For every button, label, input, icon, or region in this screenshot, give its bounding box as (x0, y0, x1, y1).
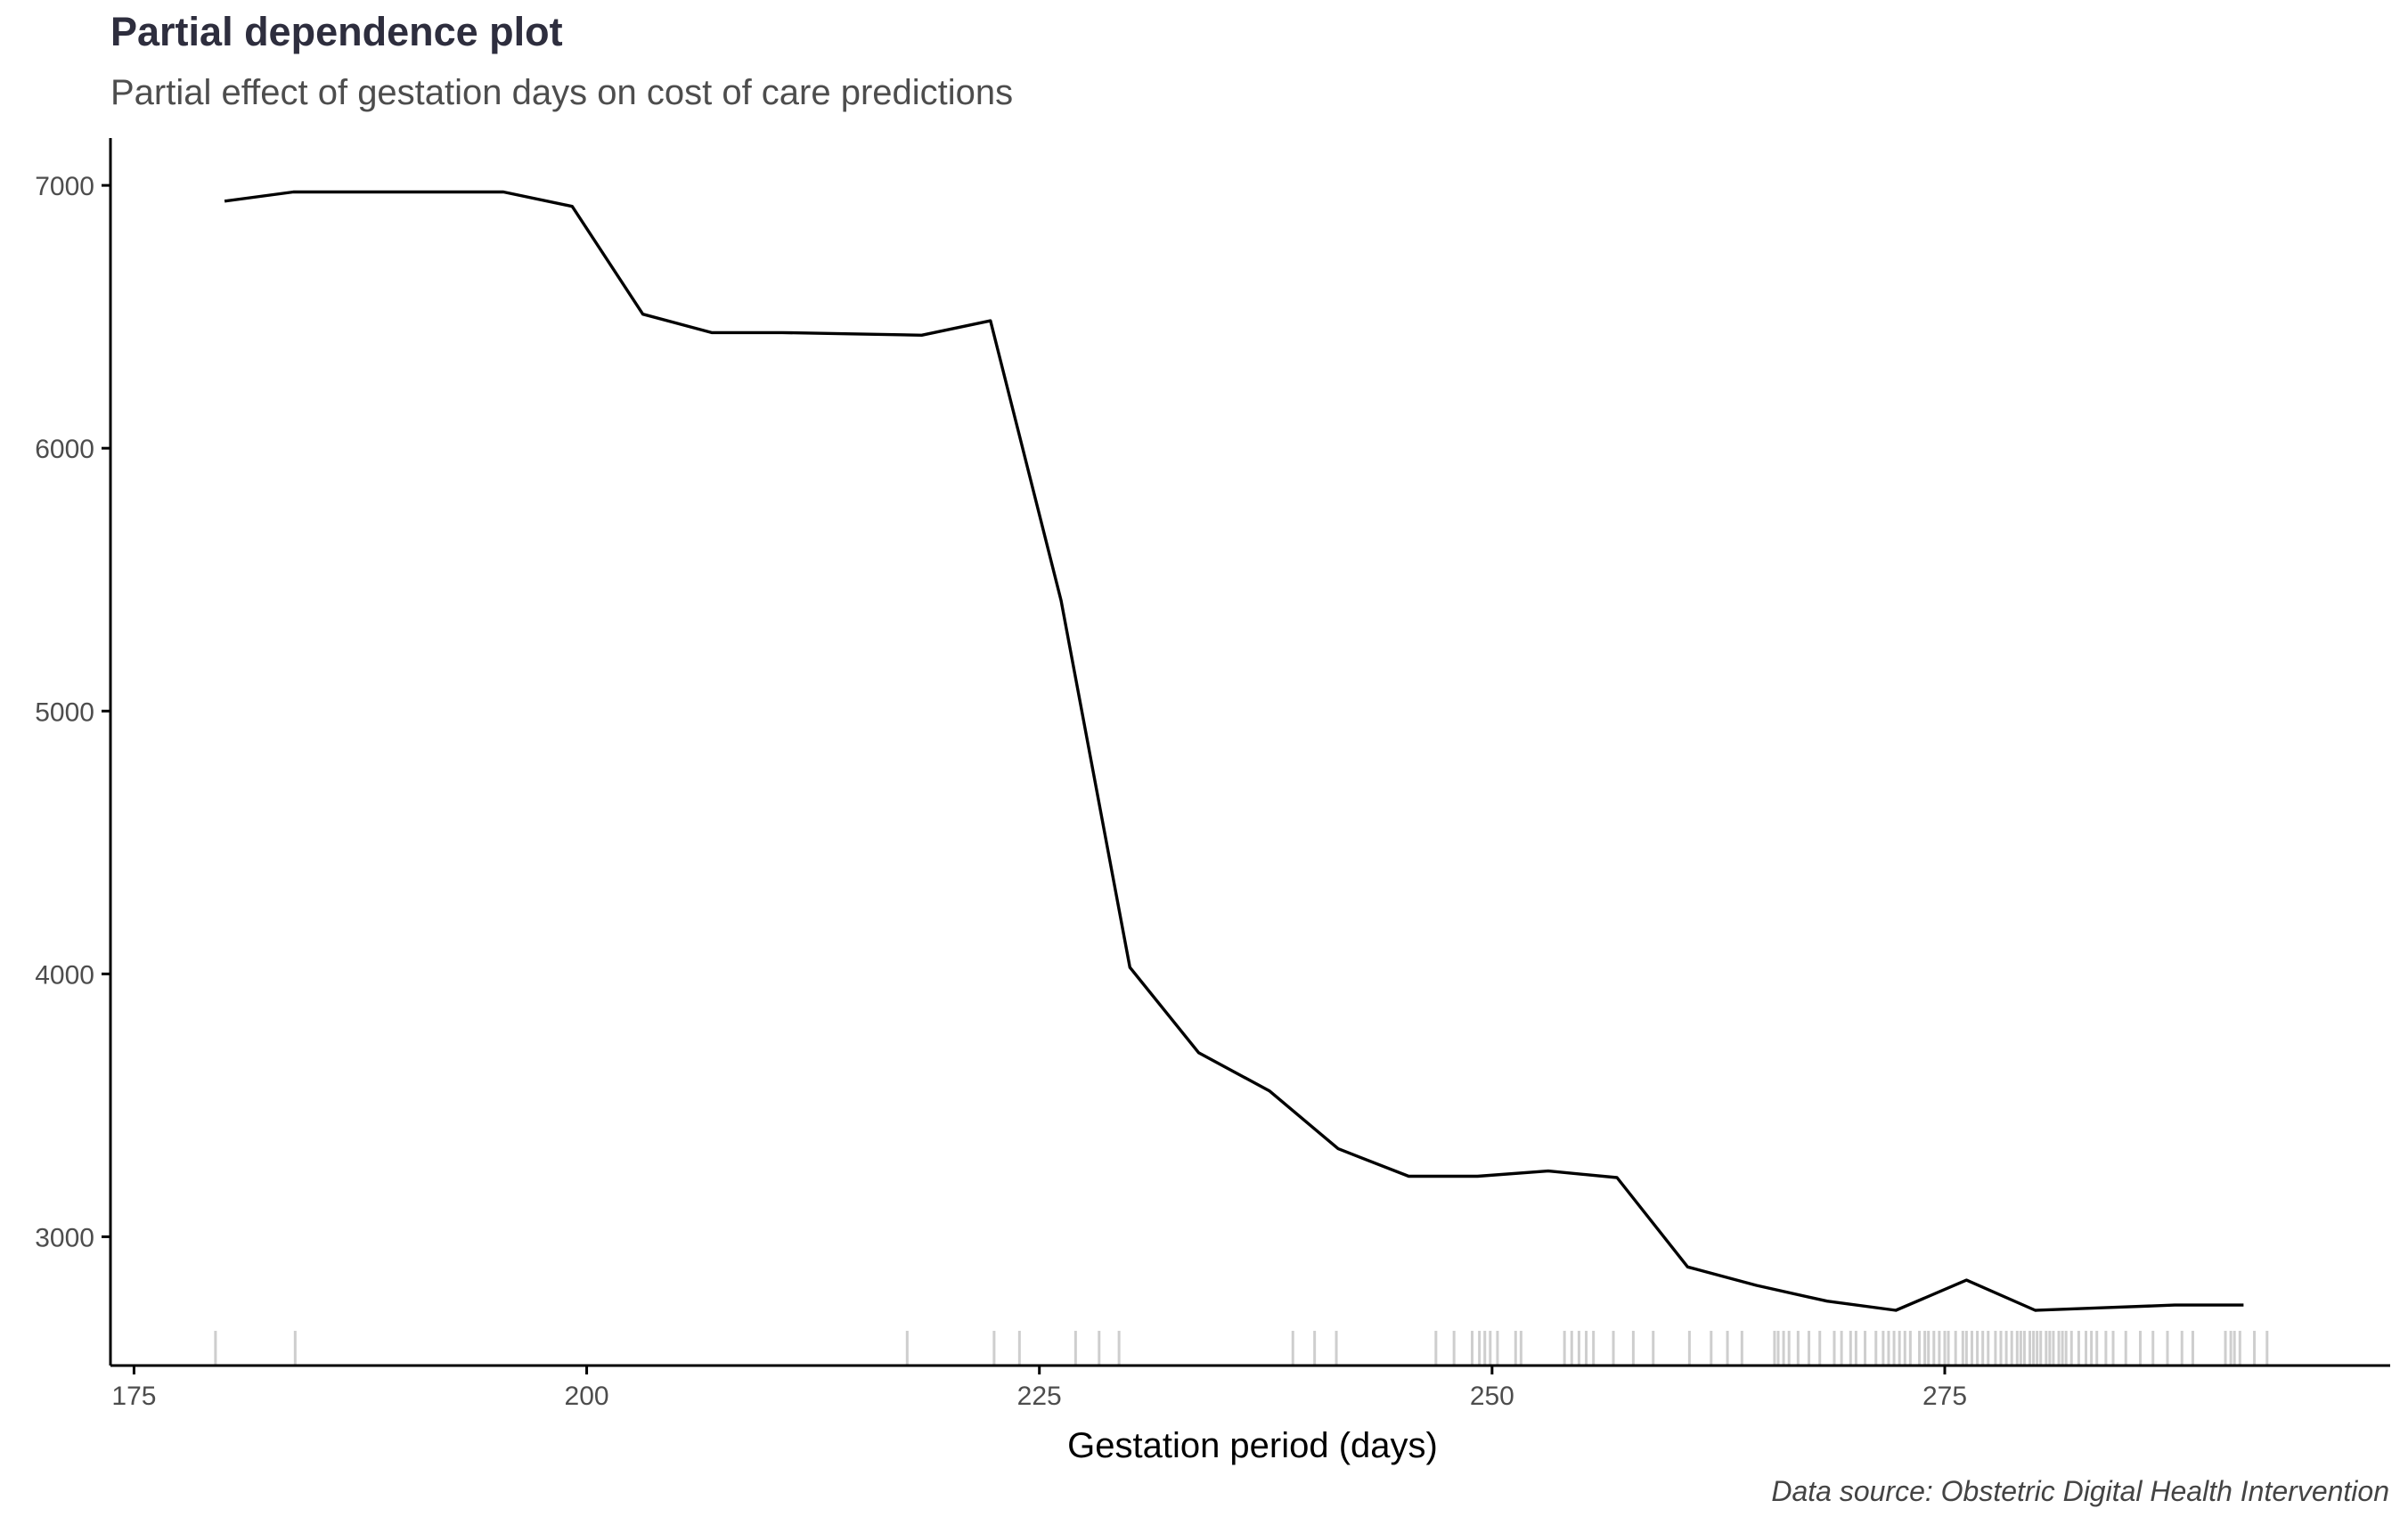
chart-subtitle: Partial effect of gestation days on cost… (110, 73, 1014, 112)
data-source-caption: Data source: Obstetric Digital Health In… (1771, 1475, 2389, 1507)
y-tick-label: 6000 (35, 435, 94, 464)
y-tick-label: 3000 (35, 1223, 94, 1252)
rug-marks (214, 1331, 2269, 1366)
axes: 3000 4000 5000 6000 7000 175 200 225 250 275 (35, 138, 2390, 1411)
x-tick-label: 200 (565, 1382, 609, 1411)
y-tick-label: 7000 (35, 172, 94, 201)
x-tick-label: 225 (1017, 1382, 1062, 1411)
x-tick-label: 250 (1470, 1382, 1514, 1411)
x-tick-label: 175 (111, 1382, 156, 1411)
x-axis-label: Gestation period (days) (1067, 1426, 1438, 1465)
y-tick-label: 5000 (35, 697, 94, 727)
y-tick-label: 4000 (35, 960, 94, 990)
x-tick-label: 275 (1922, 1382, 1967, 1411)
partial-dependence-line (224, 190, 2244, 1312)
chart-title: Partial dependence plot (110, 9, 563, 54)
